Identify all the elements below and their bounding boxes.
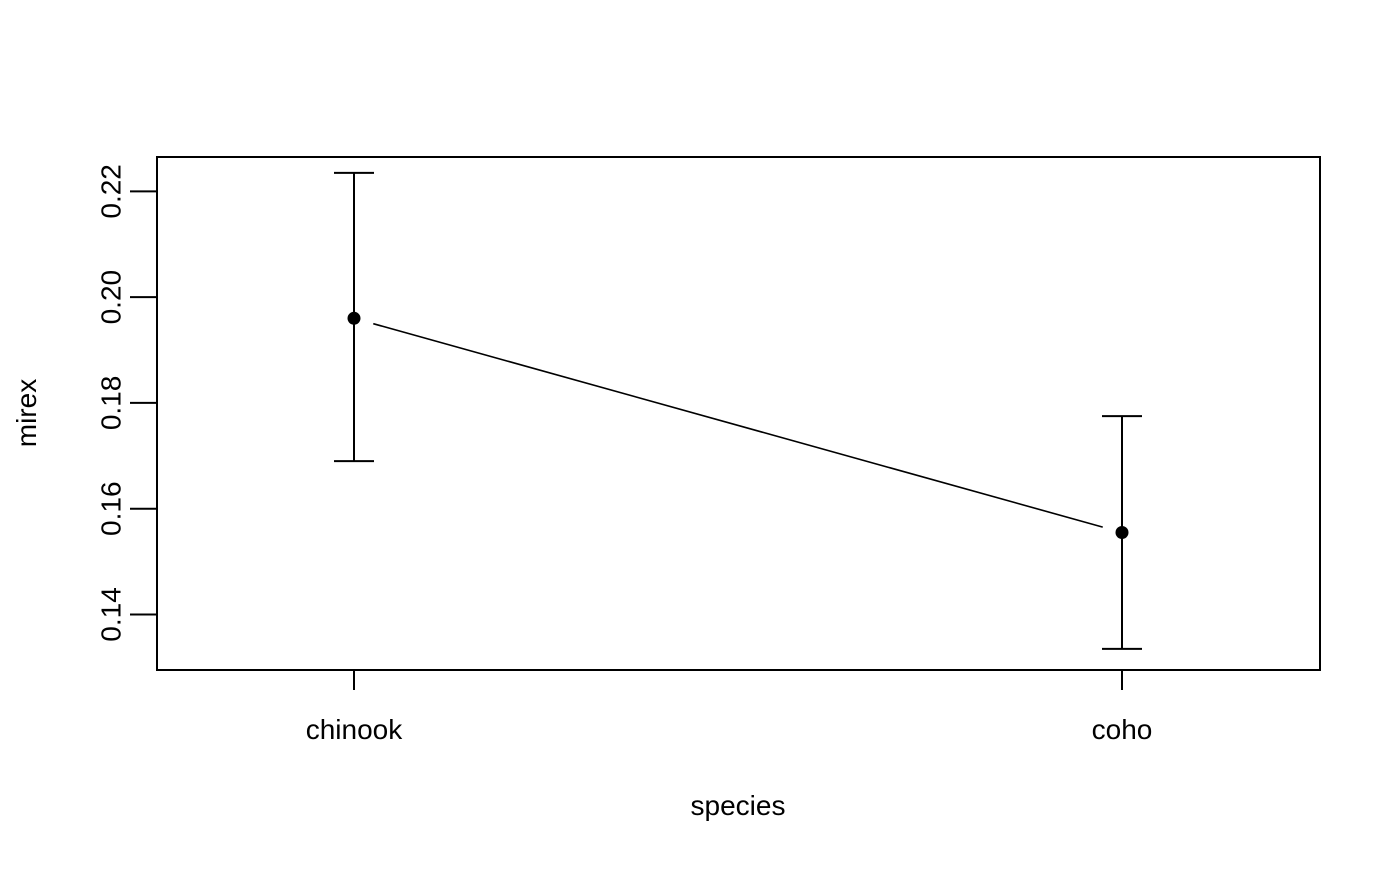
series-line-segment bbox=[373, 322, 1103, 528]
y-tick-label: 0.18 bbox=[96, 376, 127, 431]
y-tick-label: 0.22 bbox=[96, 164, 127, 219]
data-point-coho bbox=[1115, 525, 1129, 539]
data-point-chinook bbox=[347, 311, 361, 325]
plot-frame bbox=[156, 156, 1321, 671]
x-tick-label-coho: coho bbox=[1092, 714, 1153, 745]
x-axis: chinook coho bbox=[306, 670, 1153, 745]
x-tick-label-chinook: chinook bbox=[306, 714, 404, 745]
series-layer bbox=[334, 171, 1142, 650]
y-tick-label: 0.20 bbox=[96, 270, 127, 325]
y-tick-label: 0.16 bbox=[96, 481, 127, 536]
y-axis: 0.14 0.16 0.18 0.20 0.22 bbox=[96, 164, 158, 642]
y-axis-title: mirex bbox=[11, 379, 42, 447]
y-tick-label: 0.14 bbox=[96, 587, 127, 642]
x-axis-title: species bbox=[691, 790, 786, 821]
